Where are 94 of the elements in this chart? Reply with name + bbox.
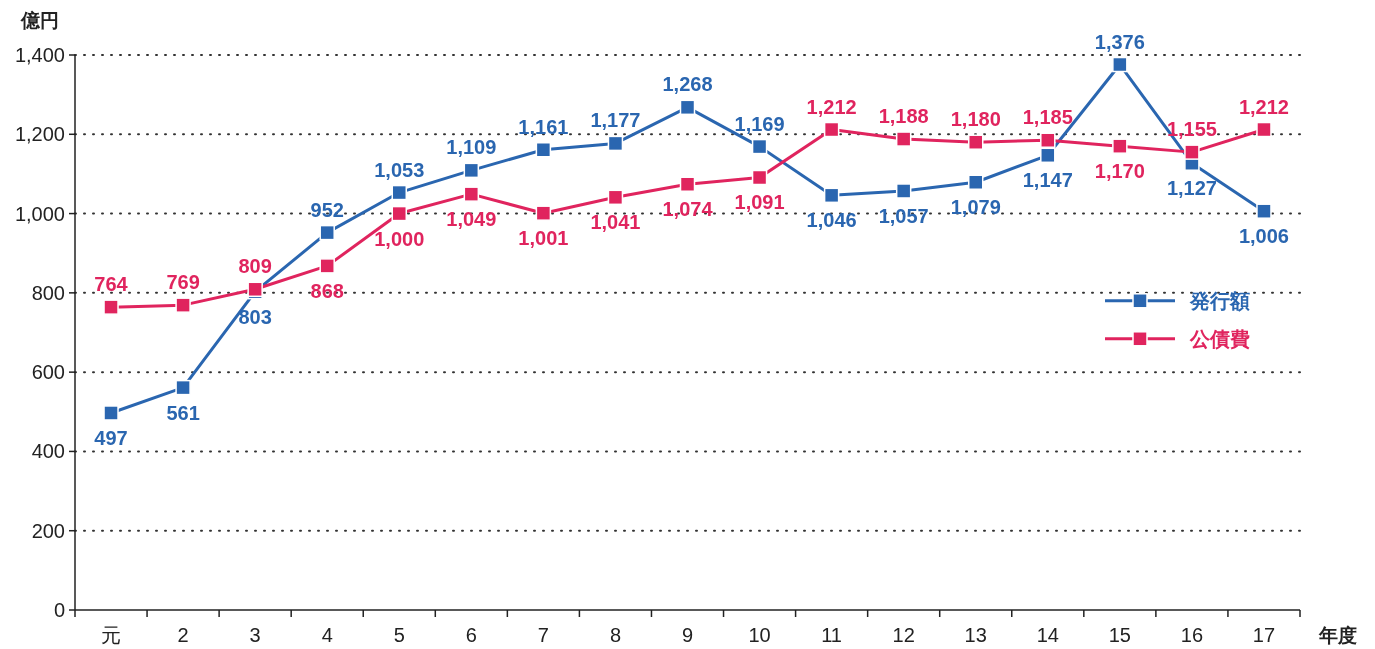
point bbox=[679, 176, 696, 192]
point bbox=[1184, 144, 1200, 160]
data-label: 1,049 bbox=[446, 208, 497, 231]
x-tick-label: 2 bbox=[177, 624, 189, 646]
data-label: 1,212 bbox=[806, 95, 857, 118]
data-label: 1,212 bbox=[1238, 95, 1289, 118]
data-label: 1,091 bbox=[734, 191, 785, 214]
y-tick-label: 200 bbox=[31, 519, 65, 542]
x-tick-label: 5 bbox=[393, 624, 405, 646]
data-label: 1,161 bbox=[518, 115, 569, 138]
data-label: 1,006 bbox=[1238, 225, 1289, 248]
y-tick-label: 1,400 bbox=[14, 44, 65, 66]
y-tick-label: 0 bbox=[53, 599, 65, 621]
data-label: 1,079 bbox=[950, 196, 1001, 219]
x-tick-label: 13 bbox=[964, 624, 987, 646]
x-tick-label: 7 bbox=[537, 624, 549, 646]
point bbox=[319, 224, 335, 241]
point bbox=[751, 169, 768, 186]
point bbox=[175, 297, 191, 313]
data-label: 952 bbox=[310, 198, 344, 221]
x-tick-label: 6 bbox=[465, 624, 477, 646]
x-tick-label: 4 bbox=[321, 624, 333, 646]
x-tick-label: 12 bbox=[892, 624, 915, 646]
point bbox=[967, 134, 984, 150]
y-axis-title: 億円 bbox=[20, 10, 59, 31]
point bbox=[1040, 147, 1056, 164]
point bbox=[463, 186, 480, 202]
point bbox=[535, 142, 552, 158]
point bbox=[1112, 138, 1128, 154]
point bbox=[607, 135, 624, 152]
point bbox=[103, 299, 119, 315]
data-label: 561 bbox=[166, 401, 200, 424]
point bbox=[1256, 203, 1272, 219]
data-label: 868 bbox=[310, 279, 344, 302]
data-label: 803 bbox=[238, 305, 272, 328]
x-tick-label: 8 bbox=[609, 624, 621, 646]
x-tick-label: 16 bbox=[1180, 624, 1204, 646]
data-label: 1,177 bbox=[590, 109, 641, 132]
point bbox=[535, 205, 552, 221]
y-tick-label: 400 bbox=[31, 440, 65, 463]
x-tick-label: 元 bbox=[101, 624, 122, 646]
y-tick-label: 600 bbox=[31, 361, 65, 384]
y-tick-label: 1,000 bbox=[14, 202, 65, 225]
data-label: 769 bbox=[166, 271, 200, 294]
point bbox=[607, 189, 624, 206]
point bbox=[679, 99, 696, 116]
point bbox=[463, 162, 480, 179]
data-label: 1,000 bbox=[374, 227, 425, 250]
data-label: 1,041 bbox=[590, 211, 641, 234]
x-tick-label: 17 bbox=[1252, 624, 1276, 646]
x-tick-label: 14 bbox=[1036, 624, 1059, 646]
data-label: 1,170 bbox=[1094, 160, 1145, 183]
data-label: 1,057 bbox=[878, 204, 929, 227]
point bbox=[391, 205, 408, 222]
data-label: 1,127 bbox=[1166, 177, 1217, 200]
x-tick-label: 3 bbox=[249, 624, 261, 646]
point bbox=[1256, 121, 1272, 138]
point bbox=[895, 183, 912, 199]
data-label: 1,169 bbox=[734, 112, 785, 135]
y-tick-label: 1,200 bbox=[14, 123, 65, 146]
legend-label: 公債費 bbox=[1189, 327, 1250, 350]
data-label: 1,268 bbox=[662, 73, 713, 96]
data-label: 1,376 bbox=[1094, 30, 1145, 53]
point bbox=[1040, 132, 1056, 148]
data-label: 1,180 bbox=[950, 108, 1001, 131]
point bbox=[175, 379, 191, 396]
point bbox=[751, 138, 768, 155]
data-label: 1,074 bbox=[662, 198, 714, 221]
point bbox=[823, 121, 840, 138]
point bbox=[895, 131, 912, 147]
point bbox=[1112, 56, 1128, 73]
point bbox=[103, 405, 119, 421]
data-label: 1,001 bbox=[518, 227, 569, 250]
point bbox=[823, 187, 840, 204]
point bbox=[967, 174, 984, 190]
x-tick-label: 15 bbox=[1108, 624, 1131, 646]
x-tick-label: 11 bbox=[821, 624, 842, 646]
data-label: 1,185 bbox=[1022, 106, 1073, 129]
x-axis-title: 年度 bbox=[1318, 625, 1357, 646]
point bbox=[319, 258, 335, 274]
point bbox=[391, 184, 408, 201]
data-label: 809 bbox=[238, 255, 272, 278]
data-label: 1,147 bbox=[1022, 169, 1073, 192]
data-label: 1,155 bbox=[1166, 118, 1217, 141]
data-label: 764 bbox=[94, 273, 129, 296]
data-label: 1,109 bbox=[446, 136, 497, 159]
legend-label: 発行額 bbox=[1189, 289, 1250, 312]
data-label: 1,053 bbox=[374, 158, 425, 181]
data-label: 1,188 bbox=[878, 105, 929, 128]
x-tick-label: 10 bbox=[748, 624, 771, 646]
y-tick-label: 800 bbox=[31, 281, 65, 304]
data-label: 1,046 bbox=[806, 209, 857, 232]
x-tick-label: 9 bbox=[681, 624, 694, 646]
data-label: 497 bbox=[94, 426, 128, 449]
